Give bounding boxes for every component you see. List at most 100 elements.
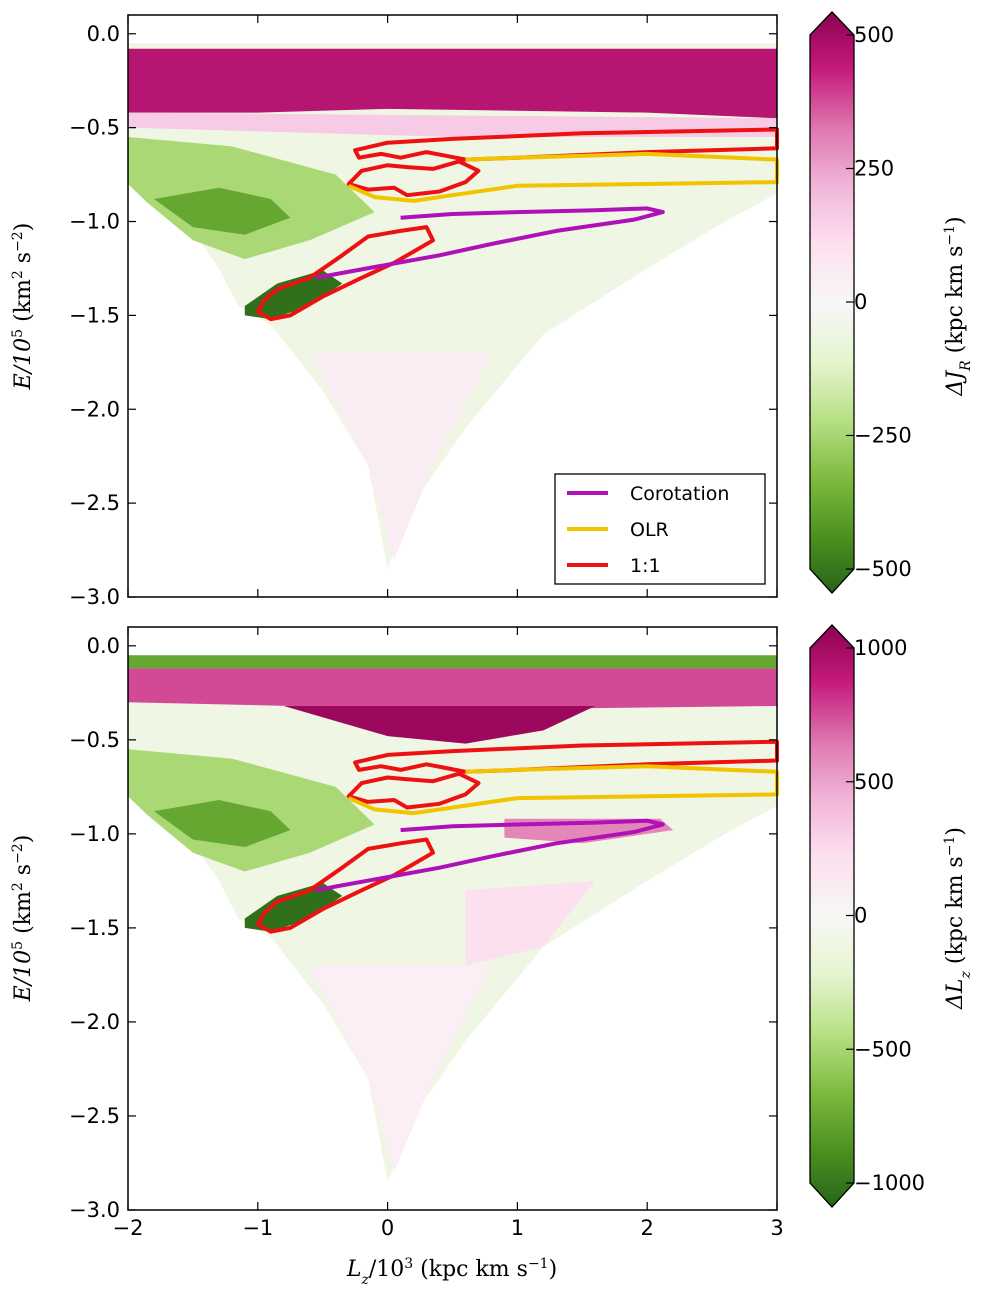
xlabel-unit-exp: −1 xyxy=(528,1256,549,1272)
y-tick-label: −1.5 xyxy=(69,303,120,327)
lower-funnel xyxy=(309,352,492,560)
top-colorbar: 500 250 0 −250 −500 ΔJR (kpc km s−1) xyxy=(809,11,974,594)
y-tick-label: −1.0 xyxy=(69,822,120,846)
y-tick-label: −3.0 xyxy=(69,585,120,609)
upper-magenta-band xyxy=(128,668,777,710)
bottom-colorbar-ticks: 1000 500 0 −500 −1000 xyxy=(846,636,925,1195)
x-tick-label: 1 xyxy=(511,1216,524,1240)
y-tick-label: −2.5 xyxy=(69,491,120,515)
top-ylabel-unit-mid: s xyxy=(11,252,36,270)
x-axis-label: Lz/103 (kpc km s−1) xyxy=(346,1256,557,1288)
y-tick-label: −2.0 xyxy=(69,1010,120,1034)
y-tick-label: −0.5 xyxy=(69,728,120,752)
top-ylabel-unit-close: ) xyxy=(11,223,36,232)
bottom-ylabel-unit-exp2: −2 xyxy=(10,843,26,864)
magenta-lobe xyxy=(283,706,596,744)
top-cbar-label-unit-exp: −1 xyxy=(942,225,958,246)
colorbar-tick-label: −500 xyxy=(854,1037,912,1061)
top-panel: 0.0 −0.5 −1.0 −1.5 −2.0 −2.5 −3.0 E/105 (km2 s… xyxy=(10,11,974,609)
colorbar-tick-label: −250 xyxy=(854,424,912,448)
bottom-y-axis-label: E/105 (km2 s−2) xyxy=(10,835,36,1003)
y-tick-label: −2.5 xyxy=(69,1104,120,1128)
green-wing-core xyxy=(154,800,291,847)
bottom-cbar-label-sub: z xyxy=(958,970,974,979)
contour-corotation-4 xyxy=(315,206,665,280)
legend-label-corotation: Corotation xyxy=(630,483,729,505)
top-ylabel-unit-exp2: −2 xyxy=(10,231,26,252)
bottom-panel: 0.0−0.5−1.0−1.5−2.0−2.5−3.0−2 −1 0 1 2 3 E/10… xyxy=(10,624,974,1288)
xlabel-mid: /10 xyxy=(369,1257,404,1282)
colorbar-tick-label: 0 xyxy=(854,904,867,928)
colorbar-tick-label: 0 xyxy=(854,290,867,314)
xlabel-unit-open: (kpc km s xyxy=(413,1257,528,1282)
top-ylabel-unit-exp1: 2 xyxy=(10,270,26,279)
colorbar-tick-label: −1000 xyxy=(854,1171,925,1195)
contour-1to1-2 xyxy=(255,225,435,322)
xlabel-exp: 3 xyxy=(404,1256,413,1272)
top-plot-frame xyxy=(127,14,778,598)
bottom-cbar-label-unit-close: ) xyxy=(943,827,968,836)
bottom-cbar-label-unit-exp: −1 xyxy=(942,836,958,857)
colorbar-tick-label: 500 xyxy=(854,770,894,794)
y-tick-label: −1.0 xyxy=(69,210,120,234)
bottom-cbar-label-unit-open: (kpc km s xyxy=(943,856,968,971)
bottom-contours xyxy=(255,739,779,934)
bottom-heatmap xyxy=(128,655,777,1182)
top-ylabel-base: E/10 xyxy=(11,338,36,390)
pink-patch xyxy=(465,880,596,966)
contour-1to1-1 xyxy=(346,159,481,198)
dark-green-core xyxy=(244,882,343,932)
bottom-plot-frame xyxy=(127,626,778,1211)
bottom-ylabel-exp: 5 xyxy=(10,941,26,950)
top-colorbar-label: ΔJR (kpc km s−1) xyxy=(942,216,974,396)
colorbar-tick-label: 250 xyxy=(854,157,894,181)
bottom-colorbar: 1000 500 0 −500 −1000 ΔLz (kpc km s−1) xyxy=(809,624,974,1208)
bottom-ylabel-unit-exp1: 2 xyxy=(10,882,26,891)
xlabel-sub: z xyxy=(360,1272,369,1288)
top-green-strip xyxy=(128,655,777,669)
bottom-ylabel-base: E/10 xyxy=(11,950,36,1002)
lower-funnel xyxy=(309,965,492,1173)
bottom-cbar-label-delta: ΔL xyxy=(943,978,968,1010)
xlabel-unit-close: ) xyxy=(549,1257,558,1282)
x-tick-label: 0 xyxy=(381,1216,394,1240)
top-cbar-label-sub: R xyxy=(958,360,974,372)
top-colorbar-ticks: 500 250 0 −250 −500 xyxy=(846,23,912,581)
dark-green-core xyxy=(244,270,343,320)
top-ticks: 0.0 −0.5 −1.0 −1.5 −2.0 −2.5 −3.0 xyxy=(69,15,778,609)
top-cbar-label-unit-open: (kpc km s xyxy=(943,246,968,361)
bottom-ylabel-unit-close: ) xyxy=(11,835,36,844)
top-heatmap xyxy=(128,43,777,569)
legend-label-olr: OLR xyxy=(630,519,669,541)
y-tick-label: −1.5 xyxy=(69,916,120,940)
bottom-ticks: 0.0 −0.5 −1.0 −1.5 −2.0 −2.5 −3.0−2 −1 0 1 2 3 xyxy=(69,627,784,1240)
colorbar-tick-label: 500 xyxy=(854,23,894,47)
y-tick-label: 0.0 xyxy=(87,634,120,658)
colorbar-tick-label: 1000 xyxy=(854,636,907,660)
top-cbar-label-delta: ΔJ xyxy=(943,370,968,397)
x-tick-label: −1 xyxy=(242,1216,273,1240)
colorbar-tick-label: −500 xyxy=(854,557,912,581)
top-ylabel-exp: 5 xyxy=(10,329,26,338)
top-heatmap-layer xyxy=(128,43,777,569)
bottom-heatmap-layer xyxy=(128,655,777,1182)
contour-olr-3 xyxy=(347,151,779,203)
bottom-ylabel-unit-mid: s xyxy=(11,864,36,882)
legend: Corotation OLR 1:1 xyxy=(554,473,766,585)
y-tick-label: −0.5 xyxy=(69,116,120,140)
bottom-ylabel-unit-open: (km xyxy=(11,891,36,941)
x-tick-label: −2 xyxy=(113,1216,144,1240)
top-ylabel-unit-open: (km xyxy=(11,279,36,329)
x-tick-label: 3 xyxy=(770,1216,783,1240)
upper-magenta-band xyxy=(128,48,777,119)
contour-olr-3 xyxy=(347,764,779,816)
y-tick-label: 0.0 xyxy=(87,22,120,46)
x-tick-label: 2 xyxy=(641,1216,654,1240)
y-tick-label: −3.0 xyxy=(69,1198,120,1222)
y-tick-label: −2.0 xyxy=(69,397,120,421)
contour-corotation-4 xyxy=(315,818,665,893)
top-contours xyxy=(255,127,779,322)
green-wing-core xyxy=(154,187,291,235)
contour-1to1-1 xyxy=(346,771,481,810)
